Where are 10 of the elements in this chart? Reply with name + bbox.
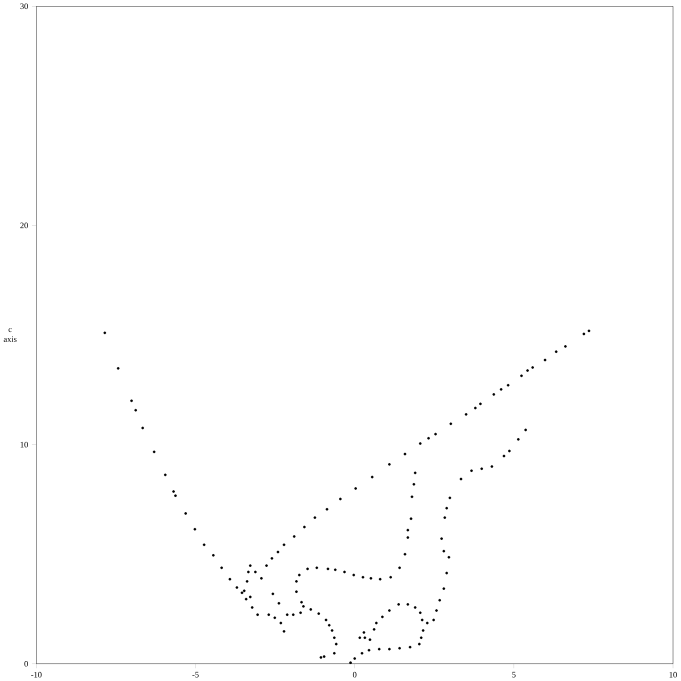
x-tick-label: -5 [192, 672, 199, 678]
x-tick-label: 0 [353, 672, 357, 678]
y-tick-label: 30 [20, 3, 28, 10]
y-axis-title: c axis [4, 328, 17, 342]
y-tick-label: 0 [24, 661, 28, 667]
x-tick-label: 5 [512, 672, 516, 678]
x-tick-label: -10 [31, 672, 42, 678]
y-tick-label: 10 [20, 442, 28, 448]
y-tick-label: 20 [20, 222, 28, 228]
x-tick-label: 10 [670, 672, 678, 678]
